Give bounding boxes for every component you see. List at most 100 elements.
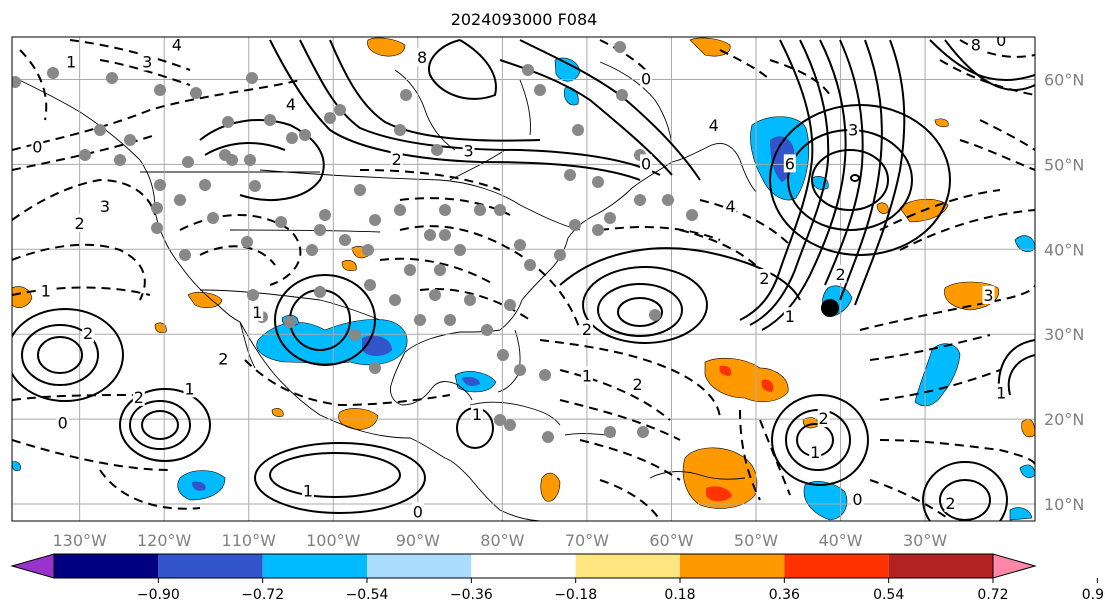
station-dot	[284, 316, 296, 328]
station-dot	[504, 299, 516, 311]
contour-label: 2	[834, 264, 847, 284]
contour-label: 0	[56, 413, 69, 432]
colorbar-tick-label: −0.90	[137, 587, 180, 603]
station-dot	[474, 204, 486, 216]
station-dot	[190, 87, 202, 99]
lon-tick-label: 90°W	[396, 531, 440, 550]
lat-tick-label: 40°N	[1044, 240, 1084, 259]
svg-text:2: 2	[945, 494, 955, 513]
station-dot	[339, 234, 351, 246]
colorbar-tick-label: −0.72	[241, 587, 284, 603]
station-dot	[394, 124, 406, 136]
contour-label: 1	[251, 302, 264, 322]
station-dot	[569, 219, 581, 231]
station-dot	[222, 116, 234, 128]
contour-label: 1	[809, 443, 822, 462]
station-dot	[524, 259, 536, 271]
contour-label: 0	[640, 154, 653, 173]
svg-text:1: 1	[252, 303, 262, 322]
station-dot	[494, 204, 506, 216]
colorbar-tick-label: 0.90	[1082, 587, 1105, 603]
station-dot	[616, 89, 628, 101]
station-dot	[182, 156, 194, 168]
station-dot	[79, 149, 91, 161]
lat-tick-label: 50°N	[1044, 155, 1084, 174]
contour-label: 2	[132, 387, 145, 407]
svg-text:1: 1	[303, 481, 313, 500]
station-dot	[497, 349, 509, 361]
colorbar-tick-label: −0.18	[554, 587, 597, 603]
station-dot	[614, 41, 626, 53]
contour-label: 0	[31, 137, 44, 156]
svg-text:1: 1	[785, 307, 795, 326]
station-dot	[151, 222, 163, 234]
lat-tick-label: 10°N	[1044, 495, 1084, 514]
station-dot	[94, 124, 106, 136]
station-dot	[444, 314, 456, 326]
station-dot	[522, 64, 534, 76]
colorbar-high-extension	[992, 553, 1037, 579]
contour-label: 1	[65, 52, 78, 71]
contour-label: 1	[39, 281, 52, 301]
contour-label: 3	[982, 285, 995, 305]
station-dot	[424, 229, 436, 241]
svg-text:2: 2	[83, 324, 93, 343]
colorbar-segment	[262, 554, 367, 578]
station-dot	[106, 72, 118, 84]
station-dot	[662, 194, 674, 206]
contour-label: 3	[462, 141, 475, 161]
lon-tick-label: 110°W	[222, 531, 277, 550]
lat-tick-label: 30°N	[1044, 325, 1084, 344]
svg-text:3: 3	[463, 142, 473, 161]
colorbar-tick-label: 0.72	[977, 587, 1008, 603]
lon-tick-label: 30°W	[903, 531, 947, 550]
map-frame	[11, 36, 1036, 522]
station-dot	[394, 204, 406, 216]
colorbar-tick-label: 0.36	[769, 587, 800, 603]
colorbar-tick-label: −0.36	[450, 587, 493, 603]
contour-label: 2	[390, 150, 403, 169]
contour-label: 3	[141, 52, 154, 71]
station-dot	[174, 194, 186, 206]
svg-text:4: 4	[172, 35, 182, 54]
station-dot	[439, 229, 451, 241]
colorbar-segment	[158, 554, 263, 578]
station-dot	[431, 144, 443, 156]
svg-text:1: 1	[472, 405, 482, 424]
svg-text:1: 1	[66, 52, 76, 71]
station-dot	[47, 67, 59, 79]
station-dot	[154, 84, 166, 96]
station-dot	[246, 72, 258, 84]
svg-text:0: 0	[641, 154, 651, 173]
svg-text:0: 0	[58, 413, 68, 432]
station-dot	[286, 132, 298, 144]
svg-text:2: 2	[759, 269, 769, 288]
station-dot	[314, 224, 326, 236]
station-dot	[634, 194, 646, 206]
contour-label: 2	[217, 349, 230, 369]
contour-label: 3	[99, 196, 111, 216]
station-dot	[151, 202, 163, 214]
svg-text:4: 4	[286, 95, 296, 114]
svg-text:2: 2	[819, 409, 829, 428]
station-dot	[481, 324, 493, 336]
station-dot	[686, 209, 698, 221]
station-dot	[124, 134, 136, 146]
colorbar: −0.90 −0.72 −0.54 −0.36 −0.18 0.18 0.36 0.54 0.7…	[10, 553, 1105, 603]
station-dot	[199, 179, 211, 191]
positive-anomaly-atlantic-2	[682, 447, 758, 509]
contour-label: 4	[285, 94, 297, 114]
svg-text:1: 1	[996, 384, 1006, 403]
svg-text:0: 0	[996, 31, 1006, 50]
svg-text:1: 1	[582, 367, 592, 386]
station-dot	[306, 244, 318, 256]
contour-label: 2	[631, 375, 644, 394]
contour-label: 1	[783, 307, 796, 326]
station-dot	[434, 264, 446, 276]
station-dot	[534, 84, 546, 96]
station-dot	[592, 176, 604, 188]
contour-label: 6	[783, 154, 796, 173]
colorbar-tick-label: −0.54	[346, 587, 389, 603]
colorbar-segment	[367, 554, 472, 578]
